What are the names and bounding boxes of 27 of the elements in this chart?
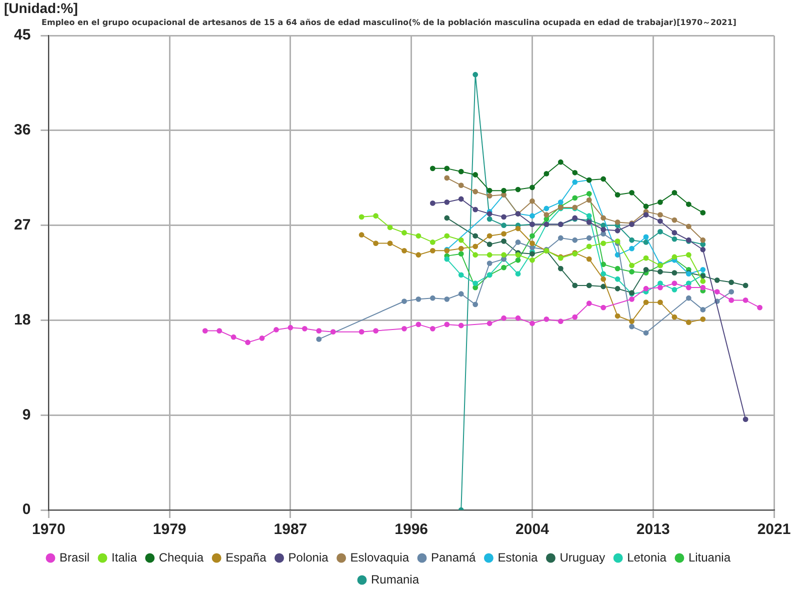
x-tick-label: 1987 (274, 521, 308, 538)
legend-label: Uruguay (560, 550, 606, 564)
y-tick-label: 18 (14, 311, 31, 328)
legend-label: Rumania (370, 572, 420, 586)
x-tick-label: 1979 (152, 521, 186, 538)
x-tick-label: 2004 (516, 521, 550, 538)
legend-label: Polonia (288, 550, 329, 564)
legend-label: Estonia (498, 550, 538, 564)
y-tick-label: 36 (14, 122, 31, 139)
y-tick-label: 27 (14, 216, 31, 234)
y-tick-label: 9 (22, 406, 31, 424)
y-tick-label: 45 (14, 26, 31, 44)
legend-label: Eslovaquia (350, 550, 410, 564)
y-tick-label: 0 (22, 501, 31, 518)
x-tick-label: 1970 (32, 521, 66, 538)
legend-label: Chequia (158, 550, 204, 564)
legend-label: Lituania (688, 550, 731, 564)
legend-label: Panamá (431, 550, 476, 564)
legend-label: Italia (112, 550, 138, 564)
y-axis-title: [Unidad:%] (4, 0, 78, 16)
x-tick-label: 2013 (636, 521, 670, 538)
legend-label: Brasil (60, 550, 90, 564)
x-tick-label: 1996 (394, 521, 428, 538)
x-tick-label: 2021 (757, 521, 791, 538)
chart-title: Empleo en el grupo ocupacional de artesanos de 15 a 64 años de edad masculino(% de la población masculina ocupada en edad de trabajar)[1970～2021] (42, 18, 736, 27)
legend-label: España (226, 550, 267, 564)
legend-label: Letonia (627, 550, 667, 564)
